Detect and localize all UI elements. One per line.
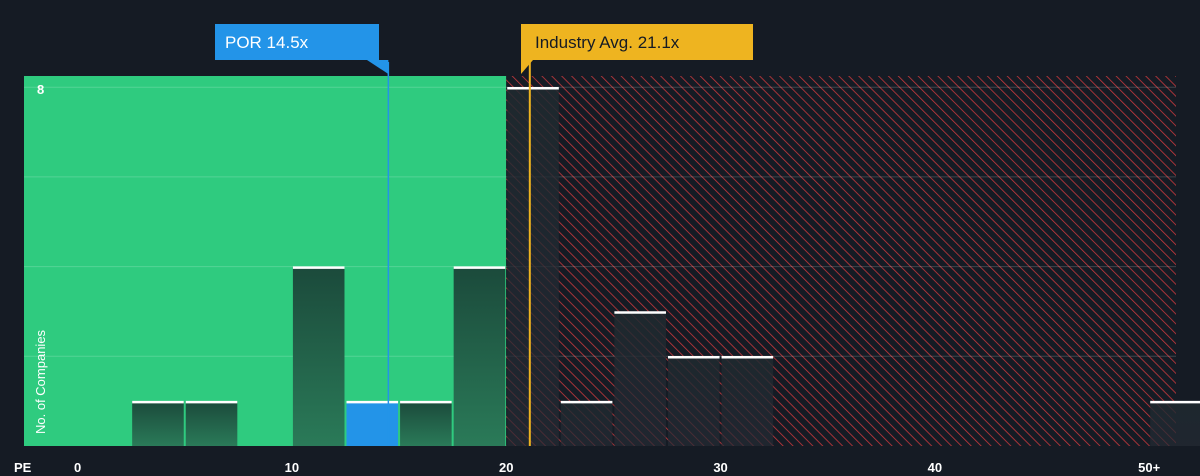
industry-callout-pointer bbox=[521, 60, 533, 74]
bar-highlight bbox=[346, 401, 399, 446]
valuation-zones bbox=[24, 76, 1176, 446]
x-tick-label: 20 bbox=[499, 460, 513, 475]
bar bbox=[132, 401, 184, 446]
bar bbox=[453, 266, 506, 446]
bar bbox=[667, 356, 720, 446]
bar bbox=[292, 266, 345, 446]
y-gridlines bbox=[24, 86, 1176, 357]
bar bbox=[721, 356, 774, 446]
bar bbox=[400, 401, 452, 446]
bar bbox=[560, 401, 613, 446]
x-axis-label: PE bbox=[14, 460, 32, 475]
bar bbox=[507, 87, 559, 446]
industry-callout-box bbox=[521, 24, 753, 60]
bar bbox=[614, 311, 666, 446]
x-tick-label: 50+ bbox=[1138, 460, 1160, 475]
industry-callout-label: Industry Avg. 21.1x bbox=[535, 33, 680, 52]
x-axis-ticks: 0 10 20 30 40 50+ bbox=[74, 460, 1161, 475]
y-axis-label: No. of Companies bbox=[33, 329, 48, 434]
histogram-bars bbox=[132, 86, 1200, 446]
bar bbox=[185, 401, 238, 446]
x-tick-label: 30 bbox=[713, 460, 727, 475]
overvalued-zone bbox=[506, 76, 1176, 446]
x-tick-label: 40 bbox=[928, 460, 942, 475]
company-callout-label: POR 14.5x bbox=[225, 33, 309, 52]
value-markers bbox=[387, 62, 531, 446]
company-callout-pointer bbox=[367, 60, 389, 74]
company-callout-box bbox=[215, 24, 379, 60]
fair-value-zone bbox=[24, 76, 507, 446]
x-tick-label: 0 bbox=[74, 460, 81, 475]
y-tick-label: 8 bbox=[37, 82, 44, 97]
callouts: POR 14.5x Industry Avg. 21.1x bbox=[215, 24, 753, 74]
y-axis-ticks: 8 bbox=[37, 82, 44, 97]
x-tick-label: 10 bbox=[285, 460, 299, 475]
bar bbox=[1150, 401, 1200, 446]
